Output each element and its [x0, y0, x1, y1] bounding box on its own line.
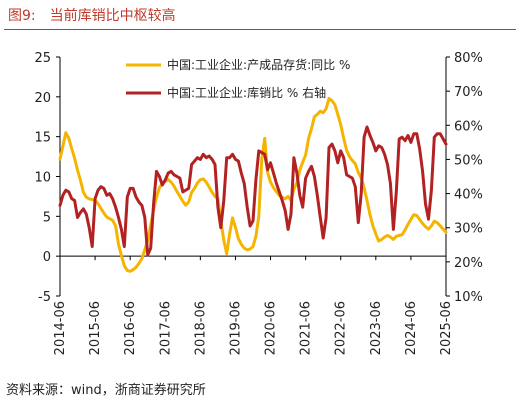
inventory-sales-ratio-series-line	[58, 125, 448, 257]
left-y-tick-label: -5	[38, 290, 51, 305]
legend-entry-label: 中国:工业企业:产成品存货:同比 %	[167, 57, 350, 72]
right-y-tick-label: 30%	[454, 222, 483, 237]
x-tick-label: 2017-06	[158, 301, 173, 355]
x-tick-label: 2015-06	[88, 301, 103, 355]
x-tick-label: 2020-06	[264, 301, 279, 355]
x-tick-label: 2023-06	[369, 301, 384, 355]
left-y-tick-label: 0	[43, 250, 51, 265]
source-note: 资料来源：wind，浙商证券研究所	[6, 383, 206, 398]
title-divider	[4, 29, 516, 30]
figure-title-text: 当前库销比中枢较高	[49, 8, 176, 24]
right-y-tick-label: 80%	[454, 51, 483, 66]
x-tick-label: 2018-06	[193, 301, 208, 355]
x-tick-label: 2024-06	[404, 301, 419, 355]
right-y-tick-label: 20%	[454, 256, 483, 271]
x-tick-label: 2022-06	[334, 301, 349, 355]
legend-entry-label: 中国:工业企业:库销比 % 右轴	[167, 85, 326, 100]
figure-title: 图9: 当前库销比中枢较高	[8, 5, 176, 25]
left-y-tick-label: 15	[34, 131, 51, 146]
x-tick-label: 2021-06	[299, 301, 314, 355]
left-y-tick-label: 25	[34, 51, 51, 66]
x-tick-label: 2025-06	[439, 301, 454, 355]
right-y-tick-label: 70%	[454, 85, 483, 100]
right-y-tick-label: 50%	[454, 153, 483, 168]
left-y-tick-label: 20	[34, 91, 51, 106]
figure-label: 图9:	[8, 8, 36, 24]
x-tick-label: 2019-06	[228, 301, 243, 355]
right-y-tick-label: 10%	[454, 290, 483, 305]
right-y-tick-label: 40%	[454, 188, 483, 203]
x-tick-label: 2014-06	[53, 301, 68, 355]
inventory-yoy-series-line	[58, 96, 448, 273]
left-y-tick-label: 10	[34, 171, 51, 186]
x-tick-label: 2016-06	[123, 301, 138, 355]
left-y-tick-label: 5	[43, 210, 51, 225]
right-y-tick-label: 60%	[454, 119, 483, 134]
